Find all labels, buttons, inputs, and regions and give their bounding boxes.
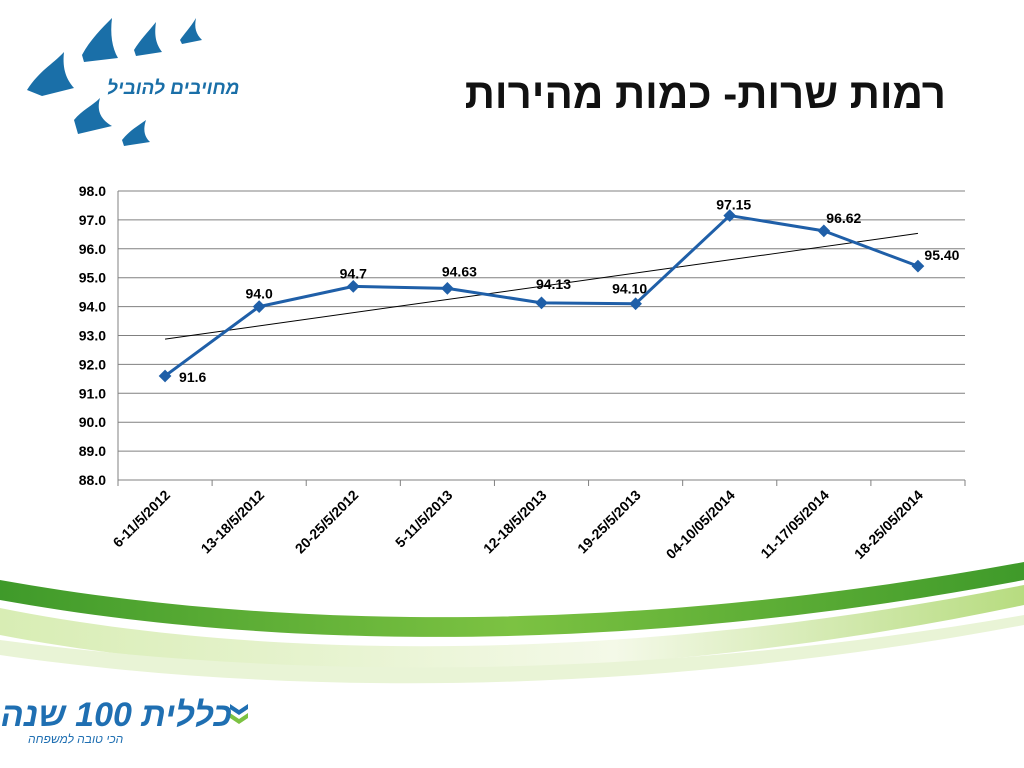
- data-label: 91.6: [179, 369, 206, 385]
- y-tick-label: 91.0: [79, 385, 106, 401]
- bottom-logo: כללית 100 שנה הכי טובה למשפחה: [1, 690, 250, 755]
- x-tick-label: 12-18/5/2013: [480, 487, 550, 557]
- x-tick-label: 19-25/5/2013: [574, 487, 644, 557]
- data-label: 94.13: [536, 276, 571, 292]
- grid-layer: [117, 190, 965, 481]
- trend-line: [164, 232, 919, 340]
- green-wave-decoration: [0, 562, 1024, 684]
- data-point-marker: [441, 282, 454, 295]
- y-tick-label: 88.0: [79, 472, 106, 488]
- data-label: 94.7: [340, 265, 367, 281]
- series-layer: [158, 209, 925, 383]
- x-tick-label: 5-11/5/2013: [392, 487, 456, 551]
- top-logo: מחויבים להוביל: [22, 10, 242, 150]
- data-labels: 91.6 94.0 94.7 94.63 94.13 94.10 97.15 96.62 95.…: [179, 197, 960, 385]
- birds-logo-icon: [27, 18, 202, 146]
- data-label: 94.63: [442, 263, 477, 279]
- y-tick-label: 96.0: [79, 241, 106, 257]
- y-tick-label: 93.0: [79, 328, 106, 344]
- data-label: 95.40: [924, 247, 959, 263]
- x-tick-label: 6-11/5/2012: [110, 487, 174, 551]
- slide-title: רמות שרות- כמות מהירות: [464, 70, 946, 117]
- data-point-marker: [346, 280, 360, 293]
- data-label: 94.0: [246, 286, 273, 302]
- clalit-logo-icon: [230, 704, 248, 724]
- data-point-marker: [817, 224, 831, 238]
- y-tick-label: 89.0: [79, 443, 106, 459]
- line-chart: 88.0 89.0 90.0 91.0 92.0 93.0 94.0 95.0 96.0 97.0…: [79, 183, 966, 562]
- data-point-marker: [158, 369, 172, 383]
- y-tick-label: 94.0: [79, 299, 106, 315]
- data-point-marker: [535, 296, 548, 310]
- bottom-logo-subtext: הכי טובה למשפחה: [28, 732, 124, 746]
- y-axis-ticks: 88.0 89.0 90.0 91.0 92.0 93.0 94.0 95.0 96.0 97.0…: [79, 183, 106, 488]
- top-logo-text: מחויבים להוביל: [107, 78, 240, 99]
- series-line: [164, 214, 919, 378]
- y-tick-label: 92.0: [79, 356, 106, 372]
- data-label: 96.62: [826, 210, 861, 226]
- y-tick-label: 98.0: [79, 183, 106, 199]
- x-tick-label: 20-25/5/2012: [292, 487, 362, 557]
- bottom-logo-text: כללית 100 שנה: [0, 696, 232, 734]
- x-tick-label: 13-18/5/2012: [198, 487, 268, 557]
- y-tick-label: 95.0: [79, 270, 106, 286]
- y-tick-label: 90.0: [79, 414, 106, 430]
- data-label: 94.10: [612, 281, 647, 297]
- trend-layer: [164, 232, 919, 340]
- data-point-marker: [911, 259, 925, 273]
- data-label: 97.15: [716, 197, 751, 213]
- y-tick-label: 97.0: [79, 212, 106, 228]
